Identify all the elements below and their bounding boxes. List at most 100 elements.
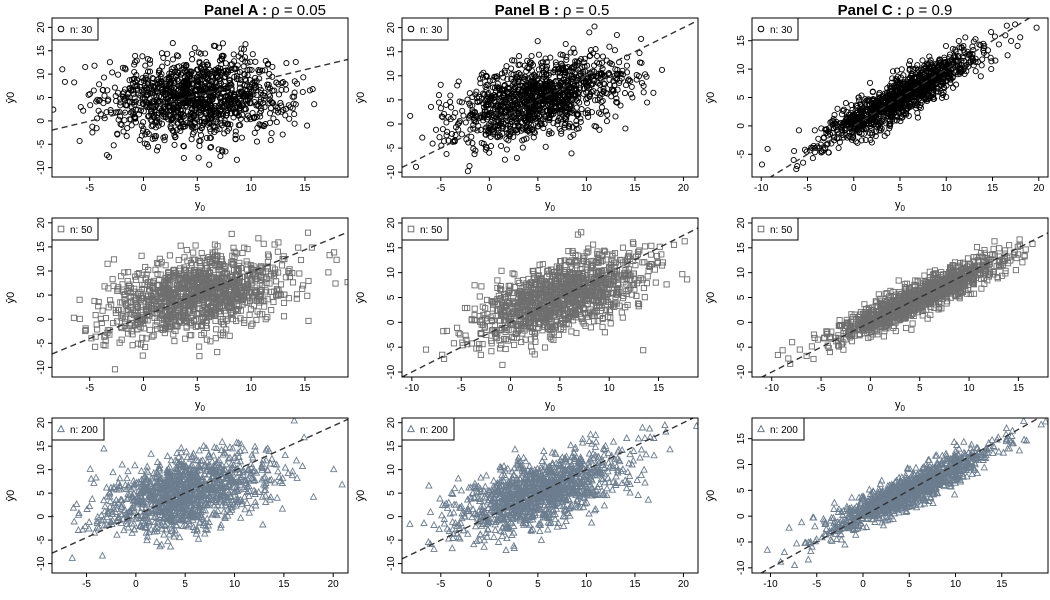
data-point	[126, 77, 133, 84]
data-point	[112, 307, 119, 314]
data-point	[253, 316, 260, 324]
data-point	[892, 82, 899, 89]
data-point	[243, 258, 250, 265]
data-point	[275, 81, 282, 88]
data-point	[203, 310, 210, 317]
data-point	[557, 69, 564, 77]
data-point	[938, 94, 946, 101]
data-point	[177, 92, 184, 99]
legend-marker-icon	[57, 25, 65, 33]
data-point	[89, 129, 96, 136]
data-point	[203, 76, 210, 83]
panel-b-title: Panel B :ρ = 0.5	[495, 2, 610, 19]
data-point	[187, 301, 194, 308]
data-point	[297, 256, 305, 264]
data-point	[280, 299, 288, 306]
data-point	[256, 299, 263, 306]
data-point	[452, 109, 459, 116]
data-point	[567, 96, 574, 103]
data-point	[506, 123, 514, 130]
data-point	[617, 102, 624, 109]
data-point	[202, 322, 209, 329]
data-point	[545, 72, 552, 79]
data-point	[261, 104, 268, 111]
plot-frame	[401, 17, 699, 178]
data-point	[975, 58, 982, 65]
reference-line	[52, 231, 348, 355]
data-point	[232, 128, 239, 135]
y-tick-label: -10	[386, 165, 397, 180]
data-point	[548, 130, 555, 137]
data-point	[203, 134, 210, 141]
data-point	[529, 61, 537, 69]
data-point	[189, 56, 196, 63]
y-tick-label: -10	[36, 360, 47, 375]
data-point	[143, 85, 150, 92]
data-point	[791, 147, 798, 155]
data-point	[206, 77, 213, 84]
data-point	[291, 120, 298, 127]
data-point	[811, 127, 818, 134]
data-point	[212, 317, 219, 324]
data-point	[293, 291, 301, 298]
data-point	[613, 76, 620, 83]
data-point	[129, 76, 136, 83]
data-points	[758, 21, 1040, 173]
data-point	[956, 44, 963, 51]
data-point	[927, 65, 934, 72]
data-point	[638, 79, 646, 87]
data-point	[526, 101, 533, 108]
data-point	[866, 79, 874, 86]
data-point	[333, 256, 340, 263]
data-point	[485, 102, 492, 109]
data-point	[306, 87, 313, 94]
data-point	[947, 69, 954, 76]
data-point	[268, 307, 275, 314]
data-point	[70, 314, 77, 321]
legend-label: n: 30	[420, 25, 443, 36]
data-point	[958, 44, 965, 51]
data-point	[117, 121, 124, 128]
data-point	[188, 319, 195, 326]
data-point	[189, 256, 196, 263]
data-point	[228, 66, 235, 74]
data-point	[496, 122, 503, 129]
data-point	[906, 61, 913, 68]
data-point	[627, 91, 634, 98]
data-point	[584, 107, 591, 114]
data-point	[544, 82, 551, 90]
data-point	[576, 99, 583, 106]
legend-marker-icon	[57, 225, 65, 233]
data-point	[100, 100, 107, 107]
data-point	[255, 235, 262, 242]
data-point	[119, 93, 127, 100]
data-point	[902, 110, 909, 117]
data-point	[139, 271, 146, 278]
data-point	[936, 75, 943, 82]
data-point	[980, 47, 987, 54]
data-point	[278, 108, 285, 115]
data-point	[163, 302, 170, 310]
data-point	[87, 102, 94, 109]
data-point	[571, 49, 578, 56]
data-point	[909, 65, 916, 72]
data-point	[570, 45, 577, 52]
data-point	[173, 52, 180, 59]
data-point	[251, 129, 258, 136]
data-point	[463, 136, 470, 143]
y-axis-label: ŷ0	[5, 292, 17, 304]
data-point	[152, 266, 159, 273]
data-point	[311, 101, 318, 108]
data-point	[955, 37, 962, 45]
data-point	[126, 98, 134, 105]
data-point	[132, 98, 139, 105]
data-point	[270, 115, 277, 122]
data-point	[158, 287, 165, 294]
data-point	[563, 115, 570, 122]
data-point	[165, 269, 172, 277]
data-point	[488, 93, 495, 100]
data-point	[599, 97, 606, 104]
x-tick-label: 15	[987, 183, 999, 194]
data-point	[469, 102, 476, 109]
data-point	[169, 56, 176, 63]
